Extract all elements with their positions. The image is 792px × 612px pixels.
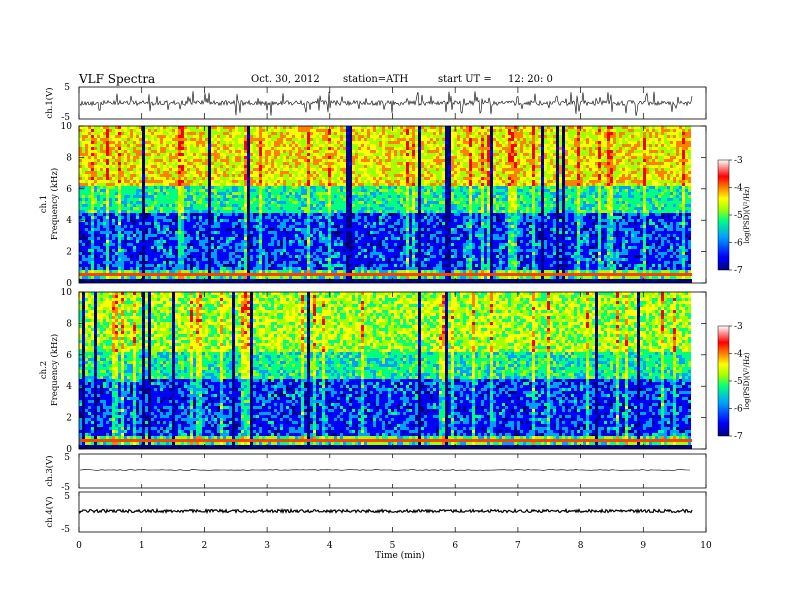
colorbar-tick-label: -6 (734, 239, 743, 249)
ch4-ytick-neg5: -5 (61, 525, 70, 535)
time-tick-label: 4 (327, 541, 333, 551)
colorbar-tick-label: -5 (734, 377, 743, 387)
ch3-waveform-frame (79, 454, 706, 488)
ch4-waveform-panel: 5 -5 ch.4(V) (44, 492, 706, 535)
colorbar-tick-label: -4 (734, 184, 743, 194)
ch1-spectrogram-image (79, 126, 692, 283)
colorbar-tick-label: -3 (734, 156, 743, 166)
colorbar-tick-label: -4 (734, 350, 743, 360)
ch4-ytick-5: 5 (64, 492, 70, 502)
ch1-frequency-ylabel: Frequency (kHz) (49, 168, 60, 240)
ch1-colorbar (718, 160, 729, 270)
frequency-tick-label: 10 (61, 122, 73, 132)
colorbar-tick-label: -7 (734, 266, 743, 276)
ch1-colorbar-ticks: -3 -4 -5 -6 -7 (729, 156, 743, 276)
ch2-frequency-ylabel: Frequency (kHz) (49, 334, 60, 406)
colorbar-tick-label: -3 (734, 322, 743, 332)
time-tick-label: 3 (264, 541, 270, 551)
time-tick-label: 9 (640, 541, 646, 551)
time-tick-label: 0 (76, 541, 82, 551)
frequency-tick-label: 4 (66, 216, 72, 226)
ch3-waveform-ylabel: ch.3(V) (44, 455, 55, 486)
colorbar-tick-label: -6 (734, 405, 743, 415)
frequency-tick-label: 4 (66, 382, 72, 392)
ch2-channel-label: ch.2 (39, 361, 49, 379)
frequency-tick-label: 8 (66, 153, 72, 163)
frequency-tick-label: 2 (66, 248, 72, 258)
time-tick-label: 2 (202, 541, 208, 551)
frequency-tick-label: 8 (66, 319, 72, 329)
ch1-colorbar-label: log(PSD)(V²/Hz) (743, 186, 751, 243)
time-tick-label: 5 (390, 541, 396, 551)
frequency-tick-label: 6 (66, 185, 72, 195)
time-tick-label: 6 (452, 541, 458, 551)
frequency-tick-label: 6 (66, 351, 72, 361)
time-axis-label: Time (min) (375, 550, 425, 561)
ch1-ytick-5: 5 (64, 83, 70, 93)
ch3-waveform-panel: 5 -5 ch.3(V) (44, 453, 706, 493)
frequency-tick-label: 10 (61, 288, 73, 298)
ch4-waveform-ylabel: ch.4(V) (44, 496, 55, 527)
time-tick-label: 10 (700, 541, 712, 551)
ch2-colorbar-label: log(PSD)(V²/Hz) (743, 352, 751, 409)
ch1-waveform-ylabel: ch.1(V) (44, 87, 55, 118)
ch1-waveform-panel: 5 -5 ch.1(V) (44, 83, 706, 123)
time-tick-label: 8 (578, 541, 584, 551)
colorbar-tick-label: -7 (734, 432, 743, 442)
colorbar-tick-label: -5 (734, 211, 743, 221)
time-tick-label: 1 (139, 541, 145, 551)
frequency-tick-label: 2 (66, 414, 72, 424)
time-axis-tick-labels: 0 1 2 3 4 5 6 7 8 9 10 (76, 541, 712, 551)
ch2-colorbar (718, 326, 729, 436)
ch3-ytick-5: 5 (64, 453, 70, 463)
ch2-spectrogram-image (79, 292, 692, 449)
ch1-channel-label: ch.1 (39, 195, 49, 213)
time-tick-label: 7 (515, 541, 521, 551)
ch2-colorbar-ticks: -3 -4 -5 -6 -7 (729, 322, 743, 442)
